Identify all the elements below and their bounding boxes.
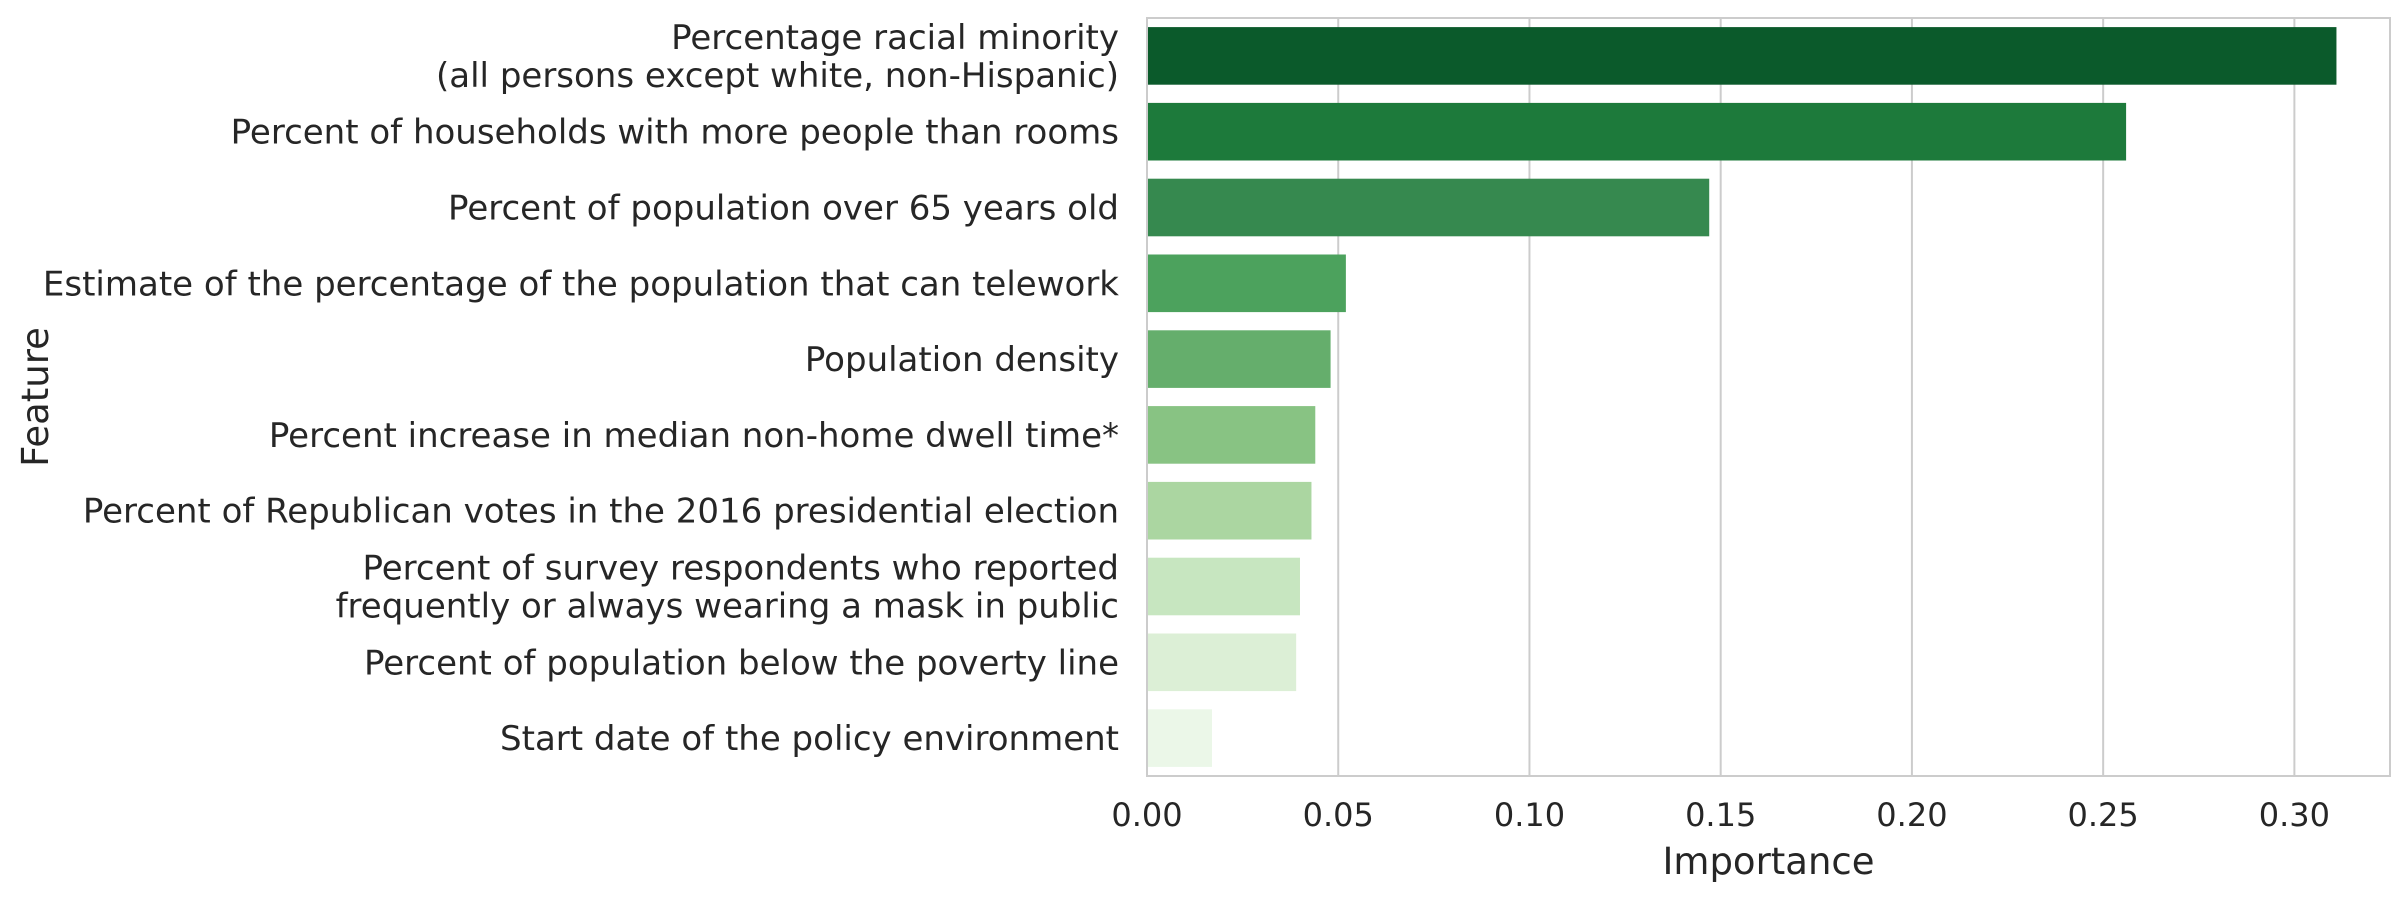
category-label-layer: Percentage racial minority (all persons e… <box>43 18 1119 759</box>
x-tick-label: 0.30 <box>2259 796 2330 834</box>
y-category-label: Percentage racial minority (all persons e… <box>436 18 1119 96</box>
y-category-label: Percent of survey respondents who report… <box>336 549 1119 627</box>
plot-frame <box>1146 17 2391 777</box>
bar <box>1147 709 1213 767</box>
y-category-label: Percent of households with more people t… <box>231 113 1119 153</box>
y-category-label: Percent of population below the poverty … <box>364 643 1119 683</box>
bar <box>1147 27 2337 85</box>
y-category-label: Percent increase in median non-home dwel… <box>269 416 1119 456</box>
x-tick-label: 0.20 <box>1876 796 1947 834</box>
bar <box>1147 102 2127 161</box>
bar-layer <box>1147 27 2337 767</box>
y-category-label: Population density <box>805 340 1119 380</box>
y-category-label: Estimate of the percentage of the popula… <box>43 264 1119 304</box>
y-category-label: Start date of the policy environment <box>500 719 1119 759</box>
y-category-label: Percent of population over 65 years old <box>448 189 1119 229</box>
bar <box>1147 633 1297 692</box>
x-tick-label: 0.10 <box>1494 796 1565 834</box>
bar <box>1147 481 1312 540</box>
bar <box>1147 330 1331 388</box>
bar <box>1147 254 1346 313</box>
tick-label-layer: 0.00 0.05 0.10 0.15 0.20 0.25 0.30 <box>1111 796 2330 834</box>
bar <box>1147 557 1300 616</box>
y-category-label: Percent of Republican votes in the 2016 … <box>83 492 1119 532</box>
x-tick-label: 0.25 <box>2068 796 2139 834</box>
x-tick-label: 0.15 <box>1685 796 1756 834</box>
bar <box>1147 178 1710 237</box>
x-axis-title: Importance <box>1662 840 1874 883</box>
x-tick-label: 0.00 <box>1111 796 1182 834</box>
y-axis-title: Feature <box>14 327 57 467</box>
x-tick-label: 0.05 <box>1303 796 1374 834</box>
bar <box>1147 406 1316 464</box>
